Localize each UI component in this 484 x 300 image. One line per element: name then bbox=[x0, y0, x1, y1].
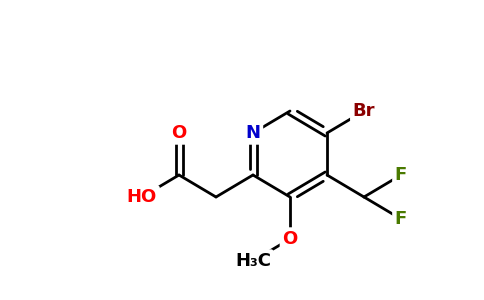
Text: O: O bbox=[171, 124, 187, 142]
Text: N: N bbox=[245, 124, 260, 142]
Text: F: F bbox=[395, 166, 407, 184]
Text: Br: Br bbox=[353, 102, 375, 120]
Text: HO: HO bbox=[127, 188, 157, 206]
Text: O: O bbox=[282, 230, 298, 248]
Text: H₃C: H₃C bbox=[235, 252, 271, 270]
Text: F: F bbox=[395, 210, 407, 228]
